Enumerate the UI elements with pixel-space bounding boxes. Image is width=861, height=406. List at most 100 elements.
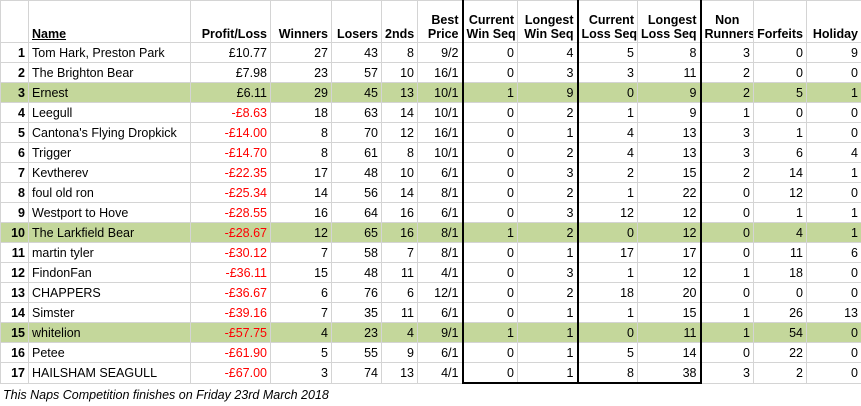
cell-best-price[interactable]: 12/1 (417, 282, 463, 303)
cell-current-loss-seq[interactable]: 18 (576, 282, 638, 303)
cell-forfeits[interactable]: 5 (753, 82, 807, 103)
cell-name[interactable]: Cantona's Flying Dropkick (28, 122, 191, 143)
cell-rank[interactable]: 5 (0, 122, 29, 143)
cell-seconds[interactable]: 4 (381, 322, 418, 343)
header-forfeits[interactable]: Forfeits (753, 0, 807, 43)
cell-longest-loss-seq[interactable]: 11 (637, 62, 702, 83)
cell-winners[interactable]: 8 (270, 142, 332, 163)
header-holiday[interactable]: Holiday (806, 0, 861, 43)
cell-losers[interactable]: 43 (331, 42, 382, 63)
header-rank[interactable] (0, 0, 29, 43)
cell-longest-win-seq[interactable]: 4 (517, 42, 579, 63)
cell-longest-loss-seq[interactable]: 38 (637, 362, 702, 384)
cell-non-runners[interactable]: 1 (700, 102, 754, 123)
cell-winners[interactable]: 14 (270, 182, 332, 203)
cell-name[interactable]: martin tyler (28, 242, 191, 263)
cell-best-price[interactable]: 6/1 (417, 162, 463, 183)
cell-current-loss-seq[interactable]: 2 (576, 162, 638, 183)
cell-best-price[interactable]: 8/1 (417, 182, 463, 203)
cell-profit-loss[interactable]: -£67.00 (190, 362, 271, 384)
cell-non-runners[interactable]: 0 (700, 342, 754, 363)
cell-rank[interactable]: 9 (0, 202, 29, 223)
cell-forfeits[interactable]: 0 (753, 62, 807, 83)
cell-losers[interactable]: 63 (331, 102, 382, 123)
cell-profit-loss[interactable]: -£28.55 (190, 202, 271, 223)
cell-profit-loss[interactable]: -£14.70 (190, 142, 271, 163)
header-longest-loss-seq[interactable]: Longest Loss Seq (637, 0, 702, 43)
cell-losers[interactable]: 56 (331, 182, 382, 203)
cell-current-win-seq[interactable]: 0 (461, 62, 518, 83)
cell-longest-loss-seq[interactable]: 15 (637, 302, 702, 323)
cell-longest-win-seq[interactable]: 3 (517, 162, 579, 183)
cell-holiday[interactable]: 0 (806, 342, 861, 363)
cell-current-loss-seq[interactable]: 5 (576, 342, 638, 363)
cell-current-loss-seq[interactable]: 0 (576, 222, 638, 243)
cell-forfeits[interactable]: 14 (753, 162, 807, 183)
header-winners[interactable]: Winners (270, 0, 332, 43)
cell-losers[interactable]: 45 (331, 82, 382, 103)
cell-current-loss-seq[interactable]: 1 (576, 102, 638, 123)
cell-seconds[interactable]: 8 (381, 142, 418, 163)
cell-non-runners[interactable]: 2 (700, 62, 754, 83)
cell-forfeits[interactable]: 22 (753, 342, 807, 363)
cell-name[interactable]: whitelion (28, 322, 191, 343)
cell-longest-loss-seq[interactable]: 14 (637, 342, 702, 363)
cell-best-price[interactable]: 6/1 (417, 302, 463, 323)
cell-holiday[interactable]: 0 (806, 322, 861, 343)
cell-non-runners[interactable]: 3 (700, 362, 754, 384)
cell-name[interactable]: foul old ron (28, 182, 191, 203)
header-best-price[interactable]: Best Price (417, 0, 463, 43)
cell-current-win-seq[interactable]: 0 (461, 282, 518, 303)
cell-seconds[interactable]: 6 (381, 282, 418, 303)
cell-longest-loss-seq[interactable]: 12 (637, 222, 702, 243)
cell-current-win-seq[interactable]: 0 (461, 142, 518, 163)
cell-longest-win-seq[interactable]: 9 (517, 82, 579, 103)
cell-non-runners[interactable]: 1 (700, 322, 754, 343)
cell-profit-loss[interactable]: £7.98 (190, 62, 271, 83)
cell-rank[interactable]: 7 (0, 162, 29, 183)
cell-holiday[interactable]: 6 (806, 242, 861, 263)
cell-non-runners[interactable]: 0 (700, 282, 754, 303)
cell-current-win-seq[interactable]: 0 (461, 342, 518, 363)
cell-current-loss-seq[interactable]: 5 (576, 42, 638, 63)
cell-non-runners[interactable]: 2 (700, 162, 754, 183)
header-current-win-seq[interactable]: Current Win Seq (461, 0, 518, 43)
cell-best-price[interactable]: 9/2 (417, 42, 463, 63)
cell-non-runners[interactable]: 0 (700, 222, 754, 243)
cell-current-win-seq[interactable]: 0 (461, 42, 518, 63)
cell-holiday[interactable]: 13 (806, 302, 861, 323)
cell-losers[interactable]: 58 (331, 242, 382, 263)
cell-current-loss-seq[interactable]: 12 (576, 202, 638, 223)
cell-seconds[interactable]: 11 (381, 262, 418, 283)
header-name[interactable]: Name (28, 0, 191, 43)
cell-current-win-seq[interactable]: 0 (461, 242, 518, 263)
cell-seconds[interactable]: 12 (381, 122, 418, 143)
cell-current-loss-seq[interactable]: 0 (576, 82, 638, 103)
cell-profit-loss[interactable]: -£36.67 (190, 282, 271, 303)
cell-losers[interactable]: 48 (331, 262, 382, 283)
cell-forfeits[interactable]: 0 (753, 42, 807, 63)
cell-forfeits[interactable]: 4 (753, 222, 807, 243)
cell-non-runners[interactable]: 1 (700, 302, 754, 323)
cell-non-runners[interactable]: 2 (700, 82, 754, 103)
cell-longest-loss-seq[interactable]: 15 (637, 162, 702, 183)
cell-longest-loss-seq[interactable]: 9 (637, 102, 702, 123)
cell-profit-loss[interactable]: -£57.75 (190, 322, 271, 343)
cell-rank[interactable]: 8 (0, 182, 29, 203)
cell-longest-win-seq[interactable]: 1 (517, 242, 579, 263)
cell-non-runners[interactable]: 0 (700, 182, 754, 203)
cell-longest-win-seq[interactable]: 2 (517, 142, 579, 163)
cell-seconds[interactable]: 10 (381, 62, 418, 83)
cell-rank[interactable]: 10 (0, 222, 29, 243)
cell-losers[interactable]: 74 (331, 362, 382, 384)
cell-current-loss-seq[interactable]: 8 (576, 362, 638, 384)
cell-non-runners[interactable]: 3 (700, 142, 754, 163)
cell-current-loss-seq[interactable]: 4 (576, 122, 638, 143)
cell-current-win-seq[interactable]: 0 (461, 362, 518, 384)
cell-losers[interactable]: 76 (331, 282, 382, 303)
cell-longest-win-seq[interactable]: 3 (517, 262, 579, 283)
header-current-loss-seq[interactable]: Current Loss Seq (576, 0, 638, 43)
cell-forfeits[interactable]: 11 (753, 242, 807, 263)
cell-rank[interactable]: 6 (0, 142, 29, 163)
cell-holiday[interactable]: 0 (806, 262, 861, 283)
